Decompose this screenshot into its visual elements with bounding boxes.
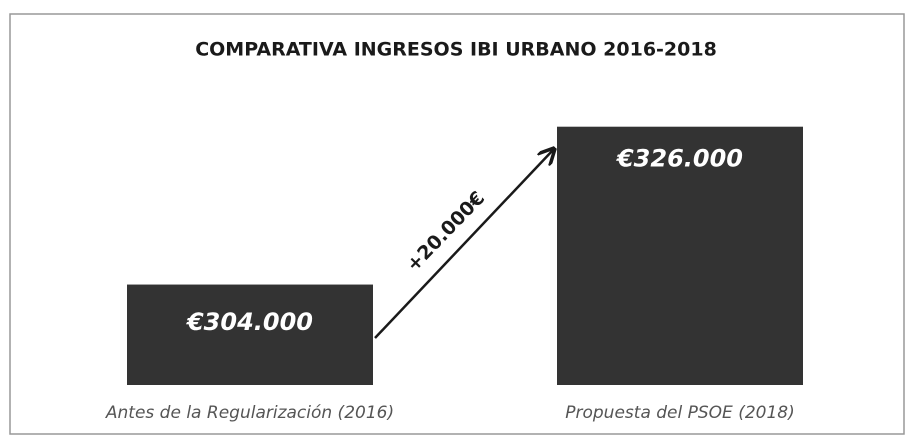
value-label: €326.000 [616, 145, 743, 173]
chart-title: COMPARATIVA INGRESOS IBI URBANO 2016-201… [195, 39, 717, 61]
frame [9, 13, 905, 435]
x-tick-label: Propuesta del PSOE (2018) [565, 403, 794, 423]
arrow [374, 150, 553, 339]
bar [127, 284, 373, 385]
value-label: €304.000 [186, 308, 313, 336]
bar [557, 126, 803, 385]
x-tick-label: Antes de la Regularización (2016) [105, 403, 394, 423]
